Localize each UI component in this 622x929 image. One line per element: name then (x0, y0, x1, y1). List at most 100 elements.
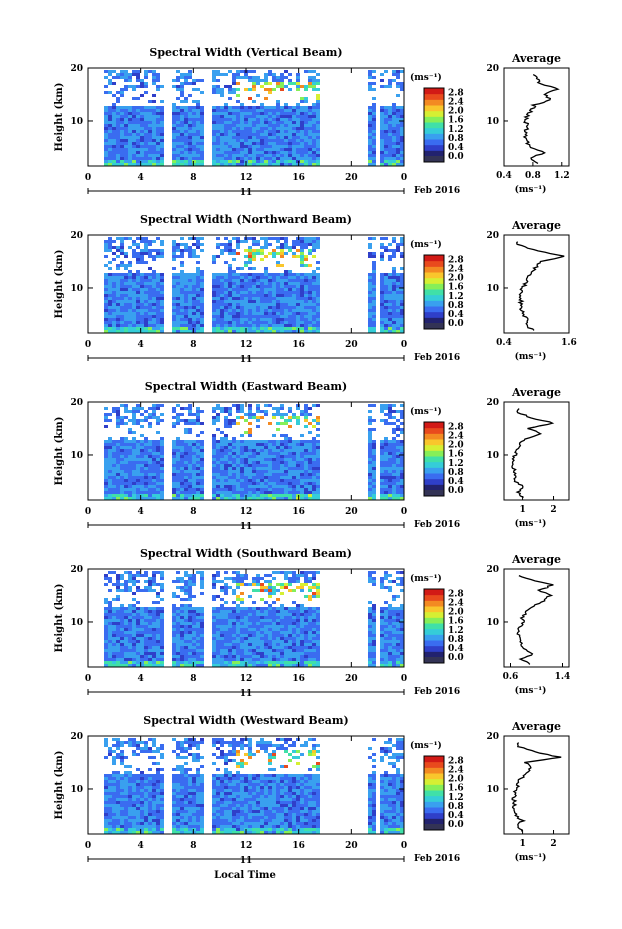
heatmap-cell (312, 142, 316, 145)
heatmap-cell (388, 306, 392, 309)
heatmap-cell (300, 321, 304, 324)
heatmap-cell (124, 294, 128, 297)
heatmap-cell (276, 139, 280, 142)
heatmap-cell (276, 127, 280, 130)
heatmap-cell (300, 145, 304, 148)
heatmap-cell (244, 440, 248, 443)
heatmap-cell (256, 249, 260, 252)
heatmap-cell (116, 127, 120, 130)
heatmap-cell (140, 297, 144, 300)
heatmap-cell (192, 282, 196, 285)
heatmap-cell (272, 446, 276, 449)
heatmap-cell (288, 82, 292, 85)
avg-x-tick-label: 0.4 (496, 338, 512, 348)
heatmap-cell (392, 124, 396, 127)
heatmap-cell (396, 139, 400, 142)
heatmap-cell (308, 70, 312, 73)
heatmap-cell (304, 607, 308, 610)
heatmap-cell (188, 291, 192, 294)
heatmap-cell (296, 160, 300, 163)
heatmap-cell (316, 297, 320, 300)
heatmap-cell (212, 145, 216, 148)
heatmap-cell (304, 571, 308, 574)
heatmap-cell (216, 458, 220, 461)
heatmap-cell (368, 404, 372, 407)
heatmap-cell (296, 118, 300, 121)
heatmap-cell (248, 404, 252, 407)
heatmap-cell (368, 252, 372, 255)
heatmap-cell (308, 467, 312, 470)
heatmap-cell (316, 309, 320, 312)
heatmap-cell (216, 327, 220, 330)
heatmap-cell (108, 273, 112, 276)
heatmap-cell (308, 112, 312, 115)
colorbar-tick-label: 1.2 (448, 459, 464, 469)
heatmap-cell (220, 115, 224, 118)
heatmap-cell (188, 574, 192, 577)
heatmap-cell (156, 601, 160, 604)
heatmap-cell (380, 258, 384, 261)
heatmap-cell (372, 157, 376, 160)
heatmap-cell (188, 160, 192, 163)
heatmap-cell (192, 443, 196, 446)
heatmap-cell (300, 246, 304, 249)
heatmap-cell (316, 306, 320, 309)
colorbar-segment (424, 456, 444, 463)
heatmap-cell (372, 312, 376, 315)
heatmap-cell (112, 130, 116, 133)
heatmap-cell (276, 252, 280, 255)
heatmap-cell (276, 440, 280, 443)
heatmap-cell (264, 449, 268, 452)
heatmap-cell (184, 315, 188, 318)
heatmap-cell (140, 258, 144, 261)
heatmap-cell (228, 494, 232, 497)
heatmap-cell (300, 139, 304, 142)
x-tick-label: 16 (292, 507, 305, 517)
heatmap-cell (384, 249, 388, 252)
heatmap-cell (112, 139, 116, 142)
heatmap-cell (280, 494, 284, 497)
heatmap-cell (152, 303, 156, 306)
heatmap-cell (188, 246, 192, 249)
heatmap-cell (396, 154, 400, 157)
heatmap-cell (216, 73, 220, 76)
heatmap-cell (260, 452, 264, 455)
heatmap-cell (388, 324, 392, 327)
heatmap-cell (148, 446, 152, 449)
heatmap-cell (220, 276, 224, 279)
heatmap-cell (136, 410, 140, 413)
heatmap-cell (240, 142, 244, 145)
heatmap-cell (112, 118, 116, 121)
heatmap-cell (380, 237, 384, 240)
heatmap-cell (272, 497, 276, 500)
heatmap-cell (308, 586, 312, 589)
heatmap-cell (388, 318, 392, 321)
heatmap-cell (192, 494, 196, 497)
heatmap-cell (400, 607, 404, 610)
heatmap-cell (124, 130, 128, 133)
heatmap-cell (392, 580, 396, 583)
heatmap-cell (124, 470, 128, 473)
heatmap-cell (148, 497, 152, 500)
heatmap-cell (244, 324, 248, 327)
heatmap-cell (288, 148, 292, 151)
heatmap-cell (124, 467, 128, 470)
heatmap-cell (236, 309, 240, 312)
heatmap-cell (156, 327, 160, 330)
heatmap-cell (228, 485, 232, 488)
heatmap-cell (132, 288, 136, 291)
heatmap-cell (244, 449, 248, 452)
heatmap-cell (300, 163, 304, 166)
heatmap-cell (276, 136, 280, 139)
heatmap-cell (132, 273, 136, 276)
heatmap-cell (316, 160, 320, 163)
heatmap-cell (196, 145, 200, 148)
heatmap-cell (184, 163, 188, 166)
heatmap-cell (172, 485, 176, 488)
heatmap-cell (264, 267, 268, 270)
heatmap-cell (160, 440, 164, 443)
heatmap-cell (284, 85, 288, 88)
heatmap-cell (252, 85, 256, 88)
heatmap-cell (396, 583, 400, 586)
heatmap-cell (144, 151, 148, 154)
